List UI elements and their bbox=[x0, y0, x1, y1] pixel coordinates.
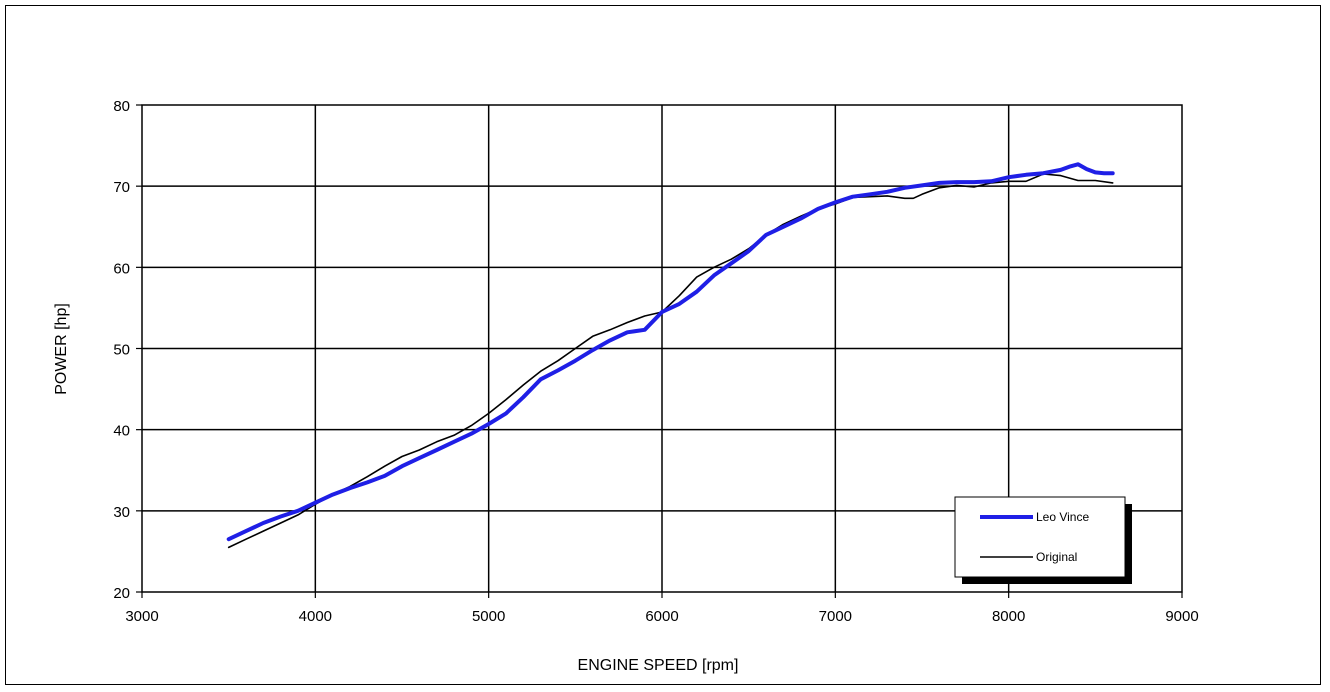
legend-label-leo-vince: Leo Vince bbox=[1036, 510, 1089, 524]
grid-layer bbox=[136, 104, 1183, 598]
legend: Leo Vince Original bbox=[954, 496, 1132, 584]
y-tick-label: 30 bbox=[113, 504, 130, 521]
x-tick-label: 6000 bbox=[645, 608, 678, 625]
y-tick-label: 20 bbox=[113, 585, 130, 602]
x-tick-label: 5000 bbox=[472, 608, 505, 625]
series-layer bbox=[226, 162, 1115, 549]
y-tick-label: 70 bbox=[113, 179, 130, 196]
y-tick-label: 50 bbox=[113, 342, 130, 359]
x-axis-title: ENGINE SPEED [rpm] bbox=[578, 657, 739, 674]
x-tick-label: 4000 bbox=[299, 608, 332, 625]
y-axis-title: POWER [hp] bbox=[53, 303, 70, 395]
y-tick-label: 60 bbox=[113, 260, 130, 277]
x-tick-label: 7000 bbox=[819, 608, 852, 625]
y-tick-label: 80 bbox=[113, 98, 130, 115]
y-tick-label: 40 bbox=[113, 423, 130, 440]
series-line-leo-vince bbox=[226, 162, 1115, 542]
x-tick-label: 8000 bbox=[992, 608, 1025, 625]
series-line-original bbox=[227, 173, 1114, 549]
x-tick-label: 3000 bbox=[125, 608, 158, 625]
x-tick-label: 9000 bbox=[1165, 608, 1198, 625]
legend-box bbox=[954, 496, 1126, 578]
tick-labels: 3000 4000 5000 6000 7000 8000 9000 20 30 40 50 60 70… bbox=[113, 98, 1198, 625]
legend-label-original: Original bbox=[1036, 550, 1077, 564]
